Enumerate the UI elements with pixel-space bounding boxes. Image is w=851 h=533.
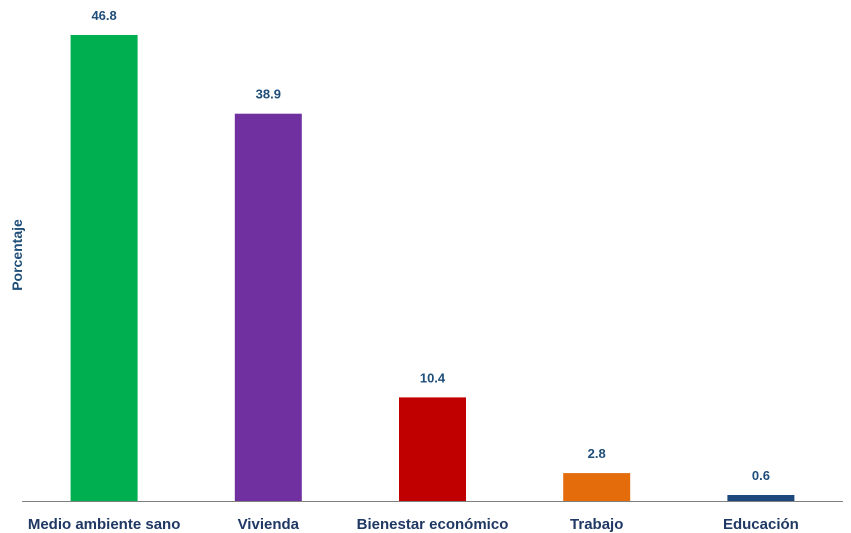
bars-group	[70, 35, 795, 501]
category-label: Vivienda	[238, 516, 300, 533]
bar	[70, 35, 138, 501]
category-label: Medio ambiente sano	[28, 516, 181, 533]
category-label: Bienestar económico	[357, 516, 509, 533]
bar	[563, 473, 631, 501]
bar	[399, 397, 466, 501]
bar	[727, 495, 795, 501]
bar-value-label: 0.6	[752, 468, 770, 483]
value-labels-group: 46.8 38.9 10.4 2.8 0.6	[91, 8, 769, 483]
category-labels-group: Medio ambiente sano Vivienda Bienestar eco…	[28, 516, 799, 533]
bar-value-label: 38.9	[256, 87, 281, 102]
bar-value-label: 46.8	[91, 8, 116, 23]
bar-value-label: 10.4	[420, 370, 446, 385]
bar	[234, 113, 302, 501]
bar-value-label: 2.8	[588, 446, 606, 461]
category-label: Educación	[723, 516, 799, 533]
category-label: Trabajo	[570, 516, 623, 533]
